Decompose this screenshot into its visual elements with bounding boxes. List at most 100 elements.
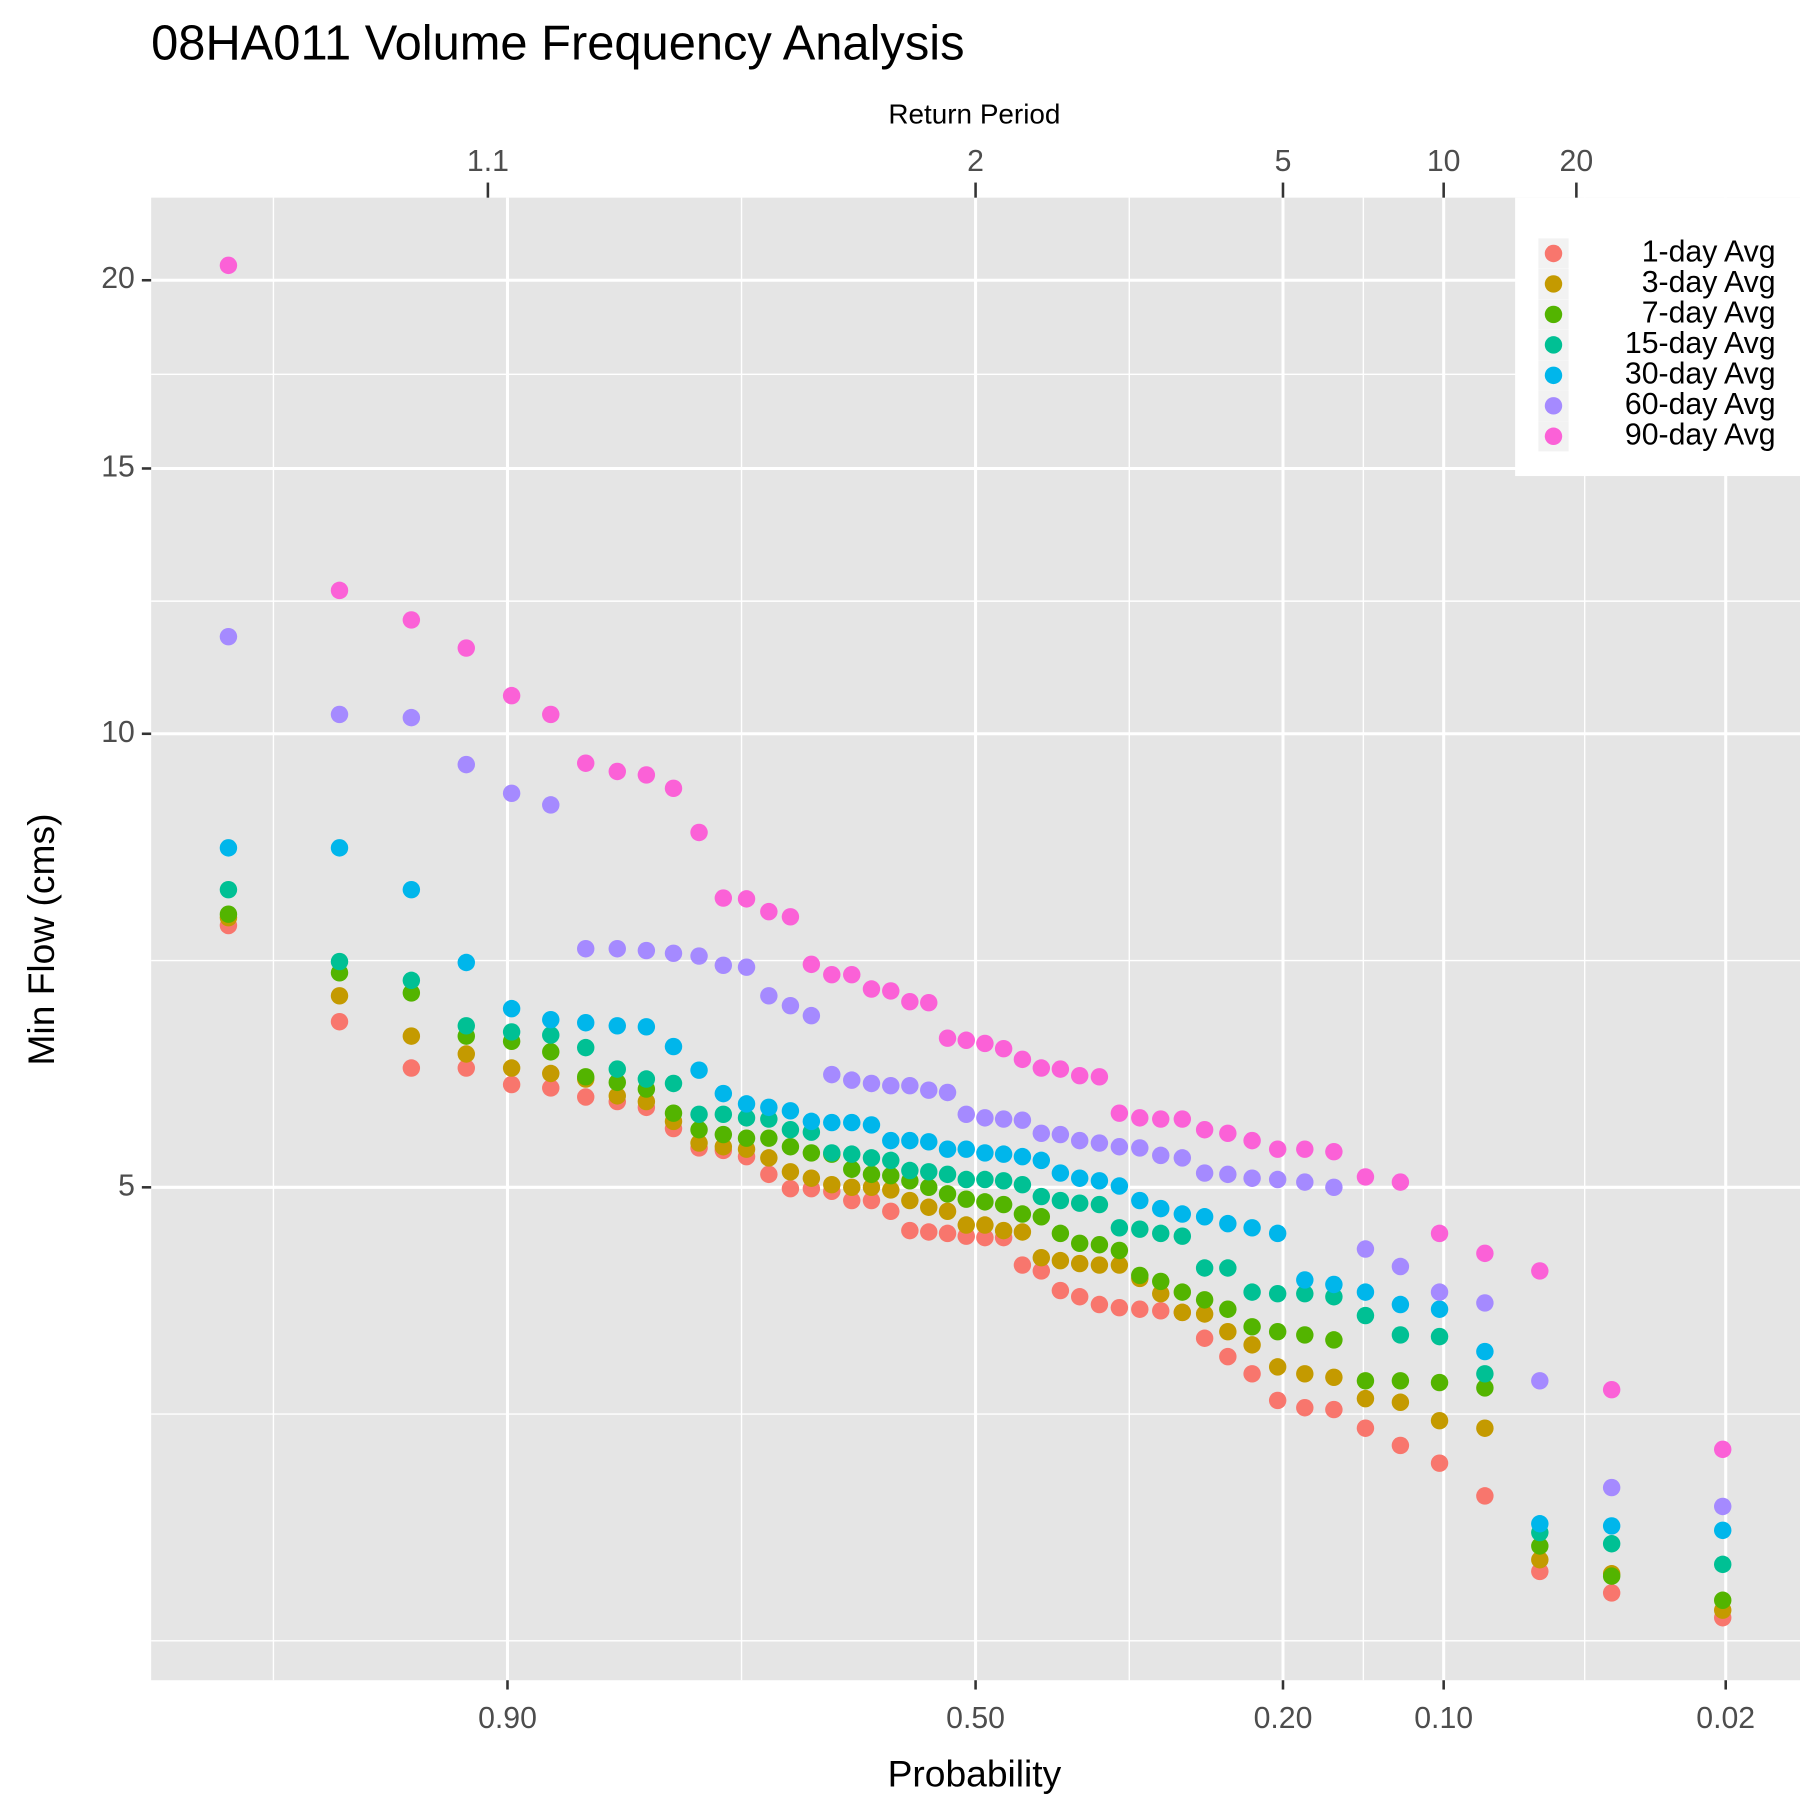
data-point (1714, 1497, 1732, 1516)
y-tick-label: 5 (118, 1169, 135, 1202)
data-point (843, 1160, 861, 1178)
data-point (1391, 1257, 1410, 1276)
data-point (637, 1018, 656, 1036)
data-point (1430, 1300, 1449, 1318)
data-point (802, 955, 821, 974)
data-point (1602, 1478, 1621, 1497)
data-point (219, 905, 238, 923)
data-point (1602, 1584, 1621, 1602)
data-point (1356, 1419, 1375, 1437)
data-point (1602, 1567, 1621, 1585)
x2-tick-label: 2 (967, 145, 984, 178)
data-point (843, 1191, 861, 1210)
data-point (330, 1012, 349, 1031)
data-point (1219, 1165, 1237, 1184)
data-point (781, 1102, 800, 1120)
data-point (330, 987, 349, 1005)
data-point (1152, 1224, 1170, 1243)
data-point (1152, 1110, 1170, 1128)
data-point (1110, 1138, 1129, 1156)
data-point (781, 1163, 800, 1181)
data-point (1268, 1224, 1287, 1243)
legend-label: 60-day Avg (1625, 388, 1776, 421)
data-point (1013, 1111, 1032, 1129)
data-point (920, 1081, 938, 1099)
data-point (1531, 1551, 1549, 1569)
data-point (1195, 1305, 1214, 1323)
data-point (1296, 1173, 1314, 1191)
data-point (737, 1109, 756, 1127)
data-point (823, 1065, 841, 1084)
data-point (690, 947, 708, 965)
data-point (1243, 1169, 1261, 1187)
data-point (1110, 1219, 1129, 1237)
data-point (1131, 1139, 1149, 1157)
data-point (1152, 1302, 1170, 1320)
data-point (542, 705, 560, 724)
data-point (637, 1092, 656, 1111)
data-point (714, 1125, 733, 1144)
data-point (1430, 1327, 1449, 1346)
data-point (457, 1045, 475, 1063)
data-point (1219, 1300, 1237, 1318)
legend-key (1544, 427, 1563, 445)
data-point (1051, 1191, 1070, 1210)
data-point (976, 1193, 994, 1211)
data-point (576, 1088, 595, 1106)
data-point (882, 1181, 900, 1199)
legend-key (1544, 366, 1563, 385)
data-point (1296, 1284, 1314, 1303)
data-point (608, 1017, 626, 1035)
data-point (1051, 1164, 1070, 1182)
data-point (901, 1191, 919, 1210)
data-point (1268, 1170, 1287, 1189)
data-point (576, 940, 595, 958)
data-point (1173, 1149, 1192, 1167)
data-point (1070, 1234, 1089, 1253)
data-point (781, 1179, 800, 1198)
data-point (402, 984, 421, 1002)
data-point (1325, 1288, 1343, 1306)
data-point (1356, 1306, 1375, 1325)
data-point (330, 952, 349, 971)
data-point (1531, 1372, 1549, 1390)
data-point (608, 1087, 626, 1105)
data-point (542, 796, 560, 814)
data-point (802, 1006, 821, 1025)
data-point (994, 1039, 1013, 1058)
data-point (1430, 1224, 1449, 1243)
data-point (1430, 1411, 1449, 1430)
data-point (1296, 1399, 1314, 1417)
data-point (781, 908, 800, 926)
data-point (1476, 1342, 1494, 1361)
y-axis-title: Min Flow (cms) (20, 814, 62, 1066)
data-point (1243, 1131, 1261, 1150)
data-point (823, 1175, 841, 1194)
data-point (457, 1017, 475, 1035)
data-point (760, 1149, 778, 1167)
x2-axis-title: Return Period (888, 99, 1060, 130)
data-point (862, 1178, 881, 1197)
data-point (1195, 1291, 1214, 1309)
data-point (823, 965, 841, 984)
data-point (1070, 1194, 1089, 1212)
data-point (1032, 1262, 1051, 1280)
data-point (823, 1144, 841, 1162)
data-point (542, 1026, 560, 1044)
data-point (542, 1079, 560, 1097)
data-point (1173, 1205, 1192, 1223)
data-point (882, 1202, 900, 1221)
data-point (843, 1113, 861, 1132)
data-point (957, 1190, 975, 1208)
data-point (823, 1113, 841, 1132)
data-point (1714, 1521, 1732, 1540)
data-point (542, 1010, 560, 1029)
data-point (714, 956, 733, 975)
chart-title: 08HA011 Volume Frequency Analysis (151, 16, 964, 70)
data-point (1325, 1400, 1343, 1419)
data-point (1173, 1110, 1192, 1128)
data-point (608, 1073, 626, 1092)
legend-label: 3-day Avg (1642, 266, 1776, 299)
data-point (760, 902, 778, 921)
